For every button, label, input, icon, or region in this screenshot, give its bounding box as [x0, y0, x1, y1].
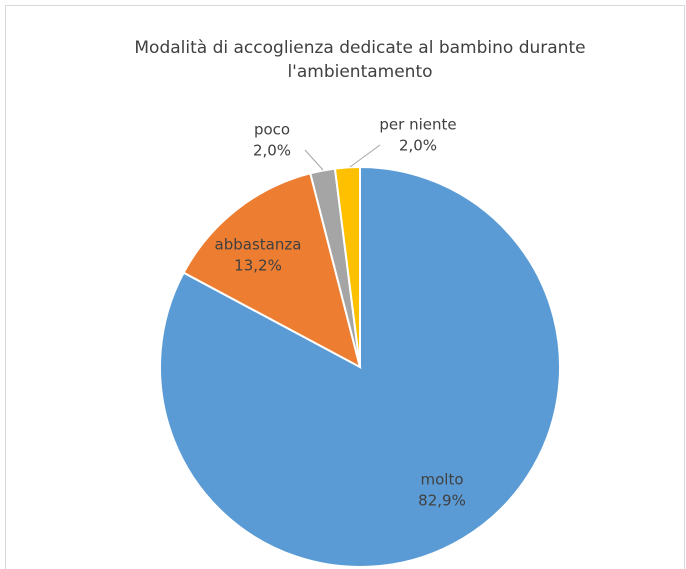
slice-value-label: 2,0% [399, 137, 437, 155]
leader-line [304, 149, 324, 171]
slice-label: abbastanza [215, 236, 302, 254]
leader-line [349, 144, 381, 168]
chart-title: Modalità di accoglienza dedicate al bamb… [134, 38, 586, 82]
slice-value-label: 2,0% [253, 142, 291, 160]
pie-slice [182, 172, 362, 369]
slice-label: per niente [379, 116, 456, 134]
slice-label: molto [420, 471, 463, 489]
pie-slice [333, 165, 361, 368]
slice-value-label: 13,2% [234, 257, 282, 275]
slice-value-label: 82,9% [418, 492, 466, 510]
slice-label: poco [254, 121, 290, 139]
chart-frame [5, 5, 685, 569]
